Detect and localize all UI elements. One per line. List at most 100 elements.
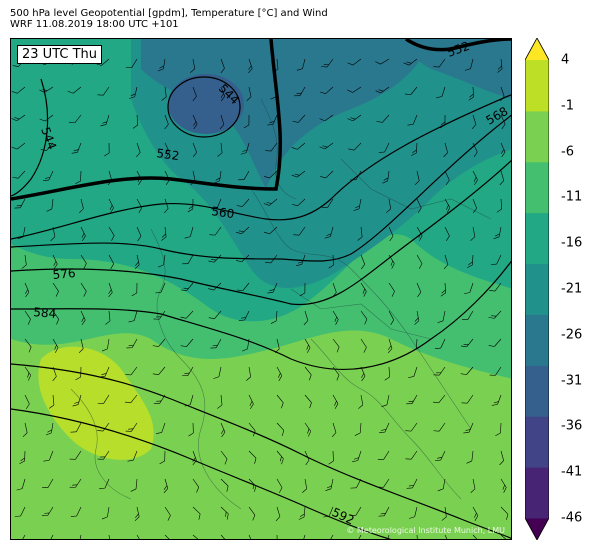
- wind-barb: [220, 450, 228, 465]
- wind-barb: [332, 310, 339, 325]
- wind-barb: [16, 478, 26, 491]
- wind-barb: [248, 450, 257, 464]
- wind-barb: [332, 394, 339, 409]
- wind-barb: [220, 534, 228, 539]
- copyright-text: © Meteorological Institute Munich, LMU: [346, 526, 505, 535]
- wind-barb: [136, 170, 142, 186]
- wind-barb: [407, 114, 418, 126]
- wind-barb: [75, 366, 82, 381]
- weather-map: 544 544 552 552 560 568 576 584 592 23 U…: [10, 38, 512, 540]
- wind-barb: [304, 450, 310, 466]
- wind-barb: [460, 338, 474, 348]
- wind-barb: [319, 86, 334, 94]
- wind-barb: [72, 394, 82, 407]
- wind-barb: [299, 282, 306, 297]
- wind-barb: [180, 338, 194, 347]
- wind-barb: [52, 310, 60, 325]
- wind-barb: [263, 198, 278, 206]
- wind-barb: [208, 310, 222, 319]
- wind-barb: [276, 422, 285, 437]
- contour-544-ring: [167, 76, 241, 138]
- wind-barb: [192, 478, 200, 493]
- wind-barb: [444, 226, 450, 242]
- wind-barb: [350, 170, 362, 181]
- wind-barb: [328, 450, 334, 465]
- wind-barb: [355, 534, 362, 539]
- contour-584: [11, 260, 511, 370]
- wind-barb: [471, 114, 477, 130]
- wind-barb: [414, 310, 420, 325]
- wind-barb: [180, 310, 194, 319]
- wind-barb: [124, 394, 138, 404]
- wind-barb: [210, 338, 222, 349]
- wind-barb: [248, 422, 256, 437]
- wind-barb: [304, 394, 312, 409]
- wind-barb: [99, 366, 110, 378]
- wind-barb: [80, 310, 86, 326]
- wind-barb: [432, 394, 446, 404]
- wind-barb: [67, 86, 82, 94]
- wind-barb: [190, 58, 196, 73]
- wind-barb: [161, 86, 167, 101]
- wind-barb: [443, 254, 449, 270]
- colorbar-extend-high: [525, 38, 549, 60]
- wind-barb: [408, 366, 418, 379]
- wind-barb: [495, 422, 502, 436]
- wind-barb: [21, 254, 27, 269]
- wind-barb: [276, 478, 283, 493]
- wind-barb: [164, 534, 173, 539]
- wind-barb: [274, 338, 280, 354]
- wind-barb: [319, 142, 334, 150]
- colorbar-tick-label: -6: [561, 144, 574, 160]
- wind-barb: [235, 226, 250, 235]
- wind-barbs: [11, 58, 509, 539]
- wind-barb: [80, 226, 86, 242]
- wind-barb: [126, 338, 138, 349]
- contour-552-ne: [405, 39, 511, 52]
- wind-barb: [472, 198, 477, 214]
- wind-barb: [217, 142, 223, 157]
- wind-barb: [80, 282, 87, 297]
- colorbar-tick-label: -31: [561, 373, 583, 389]
- wind-barb: [153, 310, 166, 320]
- wind-barb: [499, 450, 504, 466]
- wind-barb: [332, 282, 337, 298]
- wind-barb: [24, 282, 30, 298]
- wind-barb: [500, 114, 506, 130]
- wind-barb: [163, 478, 169, 494]
- wind-barb: [24, 366, 32, 381]
- temp-band-ne: [401, 39, 511, 99]
- wind-barb: [52, 338, 59, 353]
- wind-barb: [386, 198, 392, 213]
- wind-barb: [303, 310, 309, 326]
- wind-barb: [134, 254, 140, 270]
- wind-barb: [104, 142, 110, 157]
- wind-barb: [440, 282, 446, 297]
- wind-barb: [208, 254, 222, 263]
- contour-576: [11, 160, 511, 306]
- wind-barb: [48, 534, 54, 539]
- title-line-2: WRF 11.08.2019 18:00 UTC +101: [10, 19, 179, 30]
- wind-barb: [248, 478, 257, 492]
- wind-barb: [79, 198, 84, 214]
- colorbar-tick-label: -36: [561, 418, 583, 434]
- wind-barb: [444, 198, 451, 213]
- wind-barb: [273, 58, 279, 73]
- wind-barb: [377, 450, 390, 460]
- wind-barb: [209, 226, 222, 236]
- wind-barb: [323, 506, 334, 518]
- wind-barb: [388, 282, 395, 297]
- wind-barb: [352, 450, 362, 463]
- wind-barb: [377, 478, 390, 488]
- wind-barb: [358, 394, 364, 409]
- wind-barb: [248, 506, 256, 521]
- wind-barb: [24, 338, 32, 353]
- wind-barb: [159, 450, 166, 465]
- wind-barb: [379, 422, 390, 434]
- wind-barb: [416, 254, 423, 269]
- colorbar-tick-label: -41: [561, 464, 583, 480]
- colorbar: [525, 38, 549, 540]
- wind-barb: [136, 226, 142, 242]
- wind-barb: [70, 506, 82, 517]
- wind-barb: [328, 254, 334, 269]
